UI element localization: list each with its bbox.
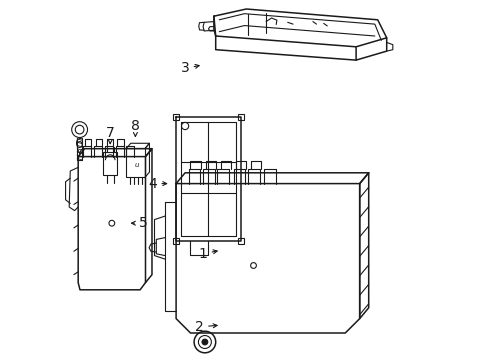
Text: 6: 6 [75,137,84,151]
Text: 3: 3 [181,62,189,75]
Circle shape [202,339,207,345]
Bar [172,238,179,244]
Text: 4: 4 [148,177,157,190]
Bar [237,238,244,244]
Bar [172,114,179,120]
Text: u: u [134,162,139,167]
Text: 8: 8 [131,119,140,133]
Text: 1: 1 [198,247,207,261]
Bar [126,148,145,177]
Text: 2: 2 [195,320,203,334]
Text: 7: 7 [105,126,114,140]
Circle shape [72,122,87,138]
Text: 5: 5 [139,216,148,230]
Bar [237,114,244,120]
Circle shape [194,331,215,353]
Bar [103,152,117,175]
